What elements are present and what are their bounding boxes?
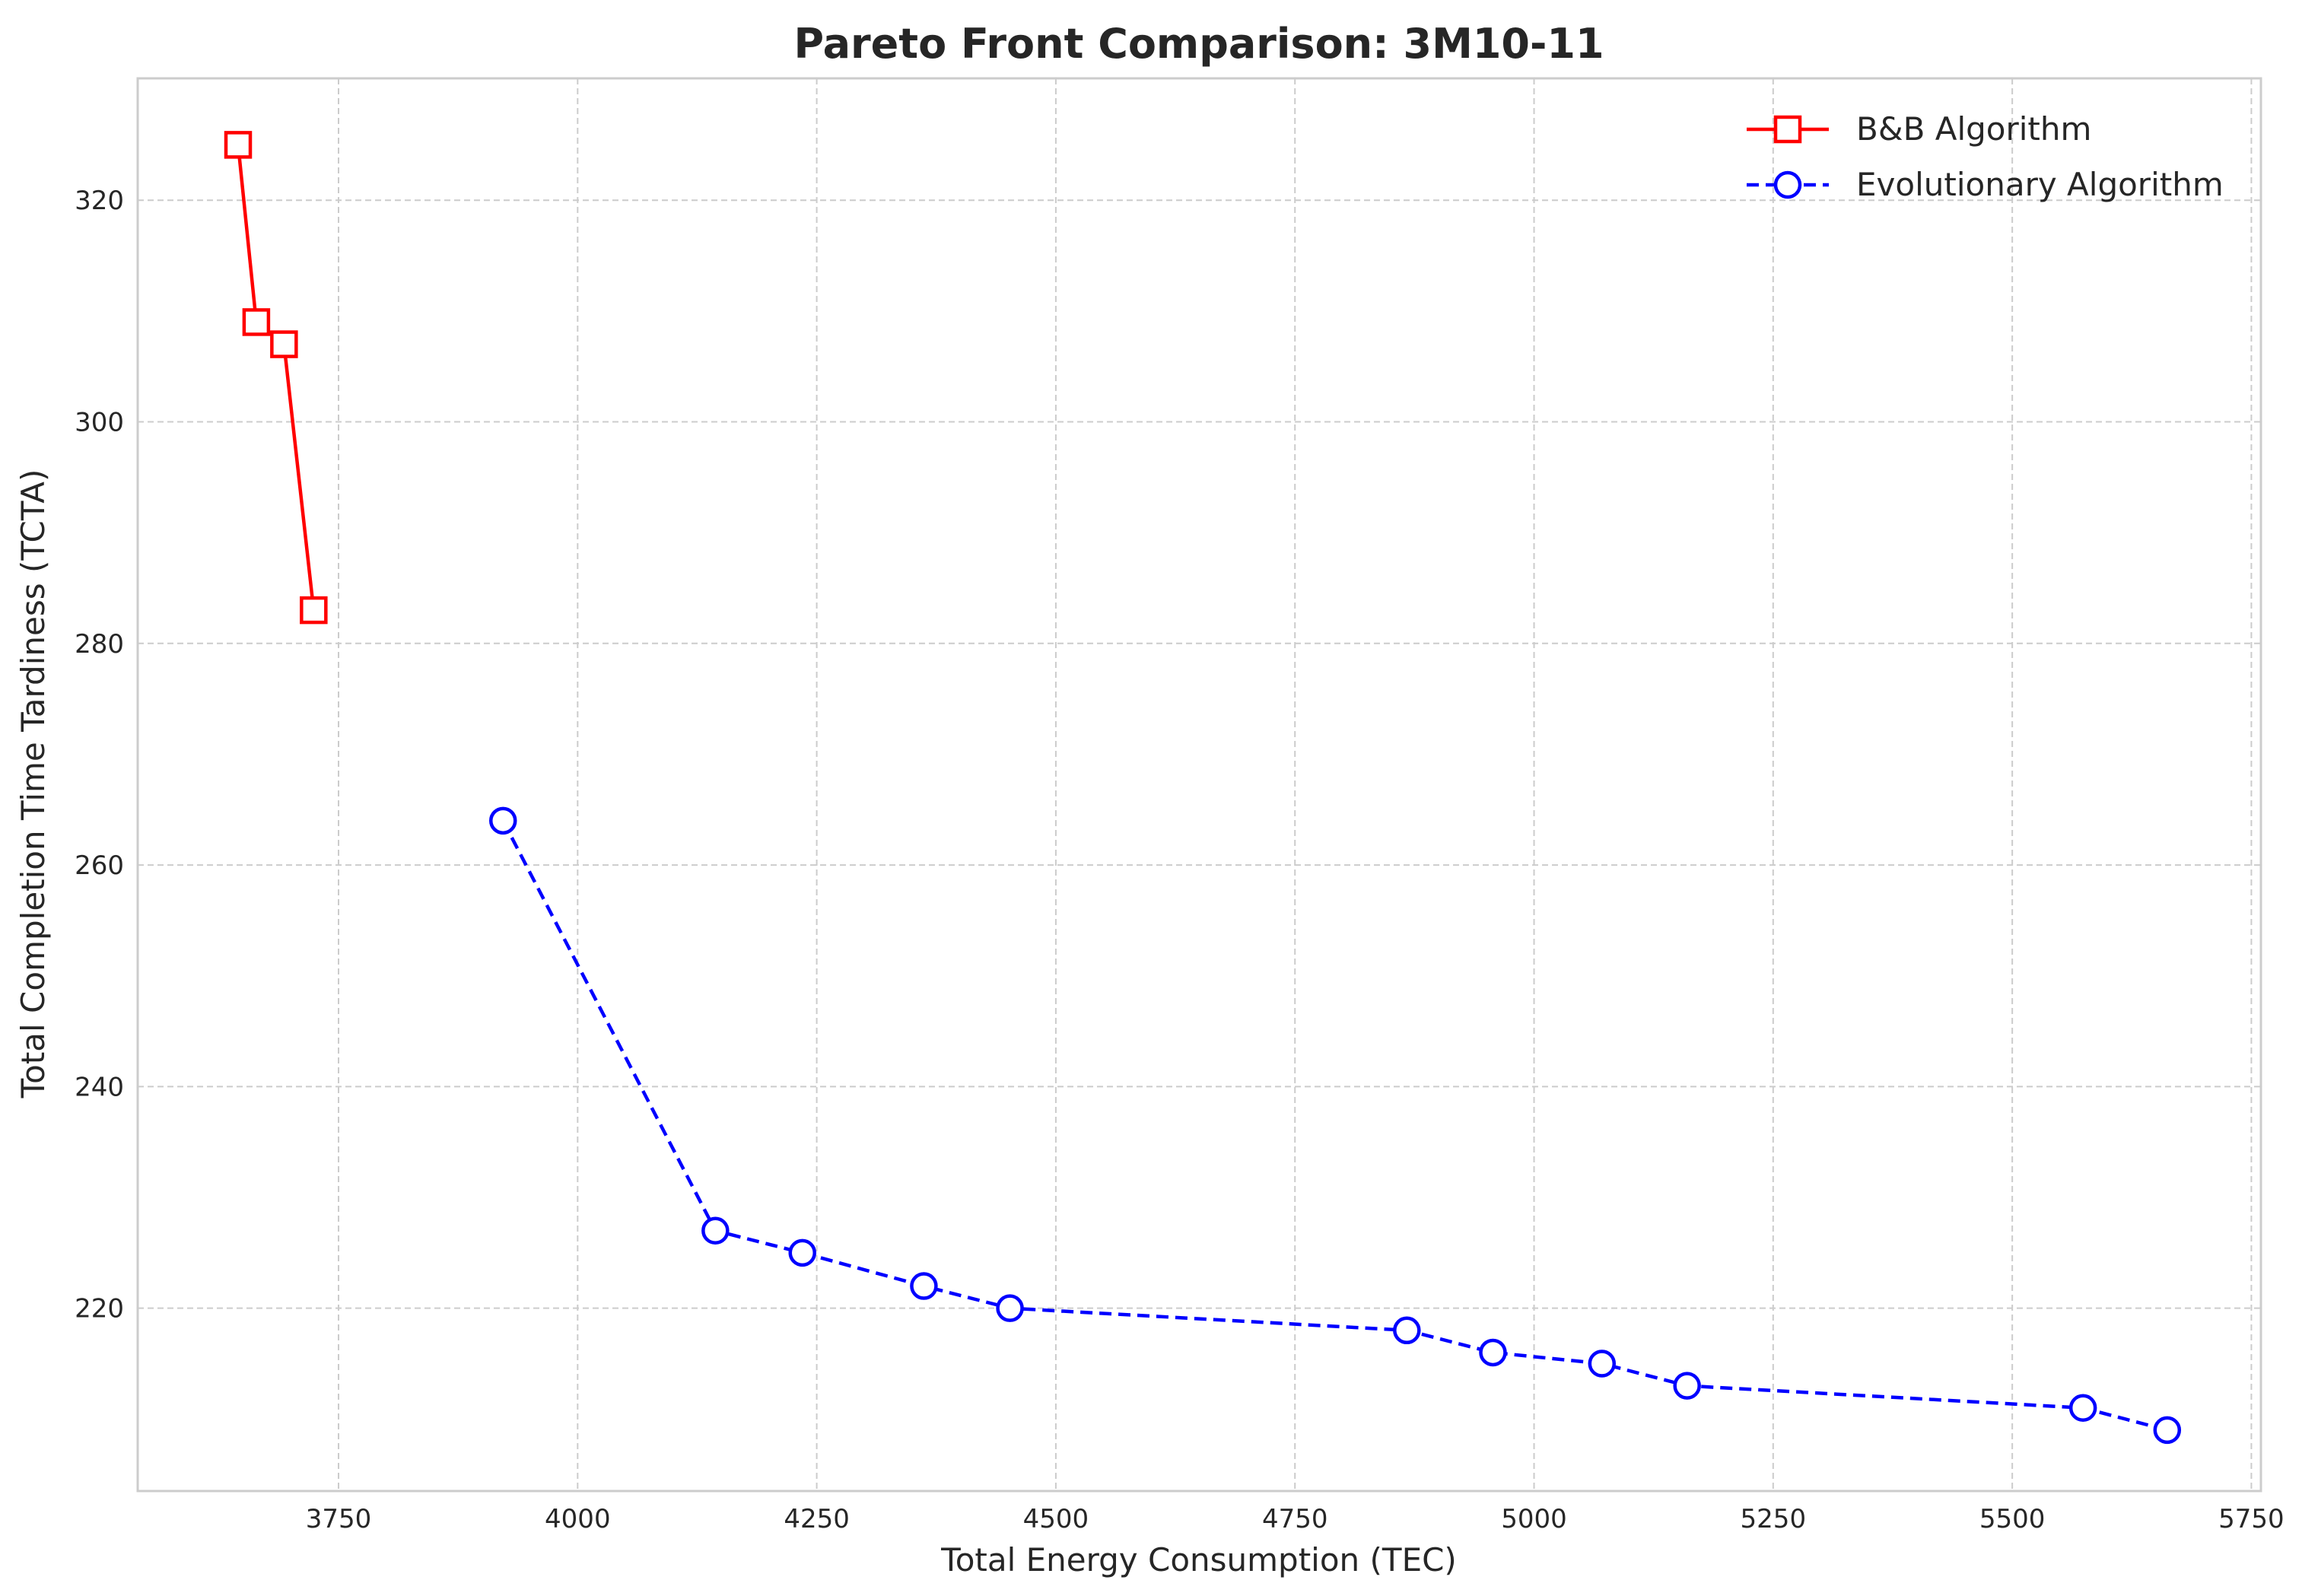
y-axis-label: Total Completion Time Tardiness (TCTA) — [14, 469, 52, 1099]
x-tick-label: 5500 — [1979, 1504, 2046, 1534]
data-point-square — [300, 596, 328, 625]
grid-lines — [138, 78, 2261, 1491]
y-tick-label: 240 — [75, 1072, 124, 1102]
data-point-square — [270, 330, 298, 358]
data-point-square — [242, 308, 271, 336]
legend-circle-marker — [1773, 170, 1802, 199]
x-tick-label: 5750 — [2218, 1504, 2285, 1534]
legend-label-ea: Evolutionary Algorithm — [1856, 166, 2224, 203]
data-point-circle — [1588, 1350, 1617, 1378]
series-ea — [489, 806, 2182, 1445]
legend: B&B Algorithm Evolutionary Algorithm — [1747, 110, 2224, 203]
y-tick-label: 260 — [75, 850, 124, 881]
y-tick-label: 320 — [75, 186, 124, 216]
legend-entry-ea: Evolutionary Algorithm — [1747, 166, 2224, 203]
tick-labels: 3750 4000 4250 4500 4750 5000 5250 5500 5750 220 2… — [75, 186, 2285, 1534]
data-point-circle — [996, 1294, 1024, 1322]
y-tick-label: 300 — [75, 408, 124, 438]
data-point-circle — [1393, 1316, 1421, 1345]
data-point-square — [224, 131, 253, 159]
x-axis-label: Total Energy Consumption (TEC) — [940, 1541, 1457, 1579]
x-tick-label: 4000 — [545, 1504, 611, 1534]
x-tick-label: 5000 — [1501, 1504, 1567, 1534]
x-tick-label: 5250 — [1741, 1504, 1807, 1534]
data-point-circle — [910, 1272, 938, 1300]
y-tick-label: 220 — [75, 1294, 124, 1324]
data-point-circle — [2068, 1394, 2097, 1423]
chart-title: Pareto Front Comparison: 3M10-11 — [793, 20, 1604, 68]
x-tick-label: 4250 — [784, 1504, 850, 1534]
series-layer — [224, 131, 2182, 1445]
data-point-circle — [489, 806, 517, 835]
y-tick-label: 280 — [75, 629, 124, 660]
data-point-circle — [2153, 1416, 2182, 1445]
legend-entry-bb: B&B Algorithm — [1747, 110, 2091, 148]
plot-frame — [136, 77, 2262, 1493]
x-tick-label: 3750 — [306, 1504, 372, 1534]
legend-square-marker — [1773, 115, 1802, 144]
x-tick-label: 4750 — [1262, 1504, 1328, 1534]
data-point-circle — [788, 1238, 817, 1267]
x-tick-label: 4500 — [1023, 1504, 1089, 1534]
legend-label-bb: B&B Algorithm — [1856, 110, 2091, 148]
data-point-circle — [1673, 1372, 1701, 1400]
data-point-circle — [701, 1216, 730, 1245]
data-point-circle — [1479, 1338, 1507, 1367]
series-bb — [224, 131, 328, 625]
